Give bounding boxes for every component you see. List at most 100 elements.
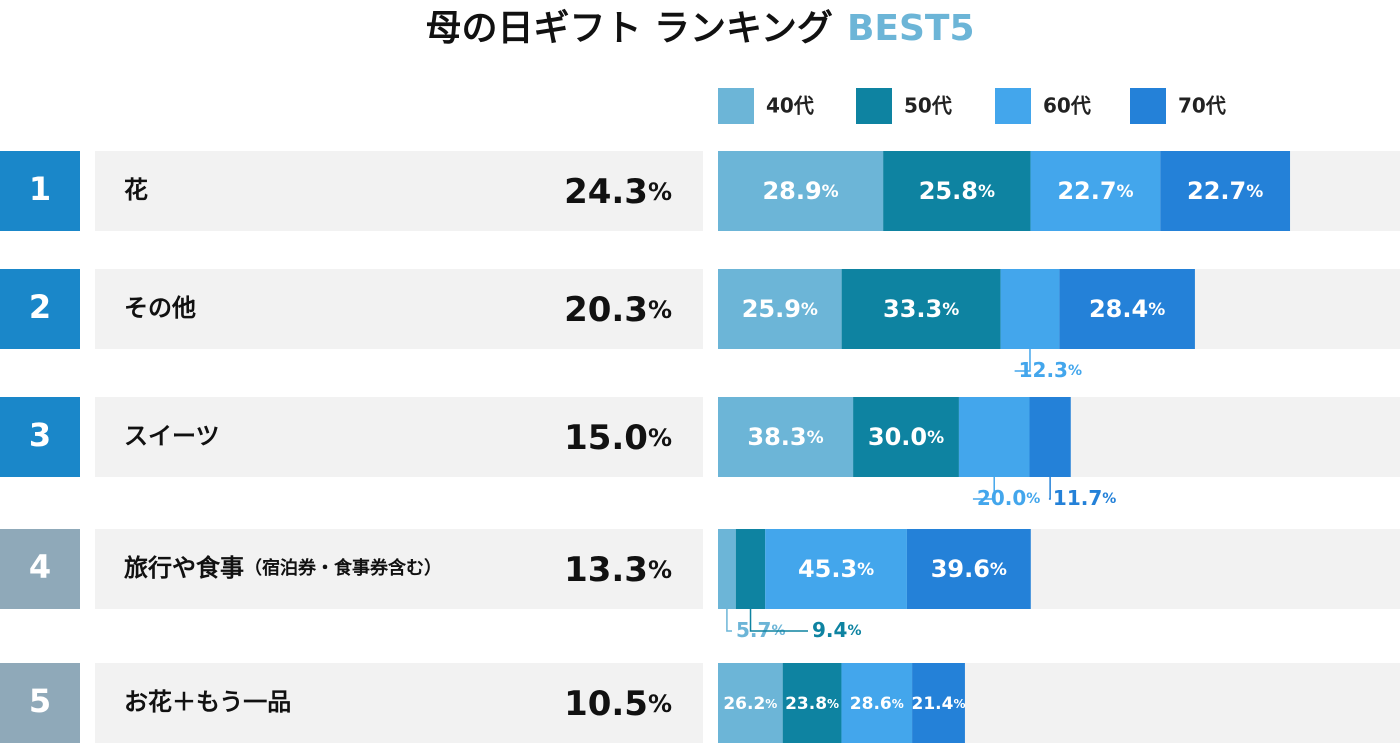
- bar-segment: [1029, 397, 1071, 477]
- segment-label-number: 45.3: [798, 555, 857, 583]
- total-label: 13.3%: [564, 550, 672, 590]
- segment-label: 45.3%: [798, 555, 874, 583]
- segment-outside-label: 11.7%: [1053, 486, 1116, 510]
- rank-label: 3: [29, 416, 51, 454]
- total-label-unit: %: [648, 178, 672, 206]
- category-name: お花＋もう一品: [124, 688, 291, 716]
- label-panel: [95, 529, 703, 609]
- segment-outside-label: 9.4%: [812, 618, 861, 642]
- rank-box: [0, 397, 80, 477]
- segment-label-number: 23.8: [785, 694, 827, 714]
- label-panel: [95, 151, 703, 231]
- segment-label-number: 38.3: [747, 423, 806, 451]
- segment-label-unit: %: [892, 697, 904, 711]
- category-name: 花: [124, 176, 148, 204]
- bar-segment: [958, 397, 1030, 477]
- total-label-unit: %: [648, 556, 672, 584]
- leader-line: [749, 609, 808, 632]
- rank-box: [0, 663, 80, 743]
- total-label-number: 15.0: [564, 418, 648, 458]
- segment-label-number: 25.9: [742, 295, 801, 323]
- segment-label: 33.3%: [883, 295, 959, 323]
- bar-segment: [1000, 269, 1060, 349]
- rank-label: 2: [29, 288, 51, 326]
- segment-label-unit: %: [1148, 300, 1165, 320]
- leader-line: [972, 477, 995, 500]
- bar-segment: [841, 269, 1001, 349]
- total-label: 20.3%: [564, 290, 672, 330]
- legend-swatch: [995, 88, 1031, 124]
- leader-line: [726, 609, 732, 632]
- leader-line: [1048, 477, 1051, 500]
- category-label: スイーツ: [124, 422, 220, 450]
- bar-segment: [718, 529, 736, 609]
- category-name: 旅行や食事: [124, 554, 244, 582]
- legend-label: 60代: [1043, 94, 1091, 118]
- segment-label-number: 28.6: [850, 694, 892, 714]
- segment-label-unit: %: [827, 697, 839, 711]
- bar-segment: [883, 151, 1031, 231]
- segment-label: 38.3%: [747, 423, 823, 451]
- bar-segment: [1030, 151, 1161, 231]
- segment-label-unit: %: [1117, 182, 1134, 202]
- segment-label-number: 21.4: [912, 694, 954, 714]
- segment-label-unit: %: [927, 428, 944, 448]
- segment-outside-label-unit: %: [847, 623, 861, 639]
- chart-title: 母の日ギフト ランキング BEST5: [425, 8, 974, 49]
- rank-box: [0, 529, 80, 609]
- total-label: 10.5%: [564, 684, 672, 724]
- category-label: 花: [124, 176, 148, 204]
- segment-label: 23.8%: [785, 694, 839, 714]
- bar-segment: [718, 151, 884, 231]
- total-label-number: 10.5: [564, 684, 648, 724]
- segment-label: 39.6%: [931, 555, 1007, 583]
- rank-label: 5: [29, 682, 51, 720]
- bar-segment: [912, 663, 965, 743]
- total-label-unit: %: [648, 690, 672, 718]
- bar-segment: [853, 397, 959, 477]
- bar-segment: [1059, 269, 1195, 349]
- segment-label-unit: %: [765, 697, 777, 711]
- bar-segment: [906, 529, 1031, 609]
- leader-line: [1014, 349, 1031, 372]
- bar-segment: [782, 663, 842, 743]
- segment-outside-label-unit: %: [1026, 491, 1040, 507]
- segment-outside-label-number: 12.3: [1019, 358, 1068, 382]
- rank-box: [0, 269, 80, 349]
- segment-label-number: 39.6: [931, 555, 990, 583]
- segment-label-unit: %: [801, 300, 818, 320]
- segment-label-number: 25.8: [919, 177, 978, 205]
- segment-outside-label-unit: %: [1068, 363, 1082, 379]
- segment-label-number: 28.4: [1089, 295, 1148, 323]
- segment-label: 30.0%: [868, 423, 944, 451]
- category-label: お花＋もう一品: [124, 688, 291, 716]
- bar-segment: [765, 529, 907, 609]
- category-label: 旅行や食事（宿泊券・食事券含む）: [124, 554, 442, 582]
- segment-label: 25.9%: [742, 295, 818, 323]
- legend-label: 40代: [766, 94, 814, 118]
- rank-label: 4: [29, 548, 51, 586]
- legend-swatch: [1130, 88, 1166, 124]
- segment-label-unit: %: [1246, 182, 1263, 202]
- legend-label: 50代: [904, 94, 952, 118]
- segment-label-number: 22.7: [1187, 177, 1246, 205]
- bar-segment: [718, 397, 854, 477]
- bar-segment: [718, 269, 842, 349]
- segment-label-unit: %: [857, 560, 874, 580]
- total-label-number: 24.3: [564, 172, 648, 212]
- category-note: （宿泊券・食事券含む）: [244, 557, 442, 579]
- rank-label: 1: [29, 170, 51, 208]
- segment-label: 28.4%: [1089, 295, 1165, 323]
- segment-label: 26.2%: [723, 694, 777, 714]
- segment-label-unit: %: [978, 182, 995, 202]
- legend-label: 70代: [1178, 94, 1226, 118]
- segment-label: 21.4%: [912, 694, 966, 714]
- segment-outside-label-number: 11.7: [1053, 486, 1102, 510]
- label-panel: [95, 397, 703, 477]
- segment-label-number: 30.0: [868, 423, 927, 451]
- segment-label-number: 33.3: [883, 295, 942, 323]
- segment-label-number: 22.7: [1057, 177, 1116, 205]
- segment-label-unit: %: [990, 560, 1007, 580]
- label-panel: [95, 663, 703, 743]
- total-label: 15.0%: [564, 418, 672, 458]
